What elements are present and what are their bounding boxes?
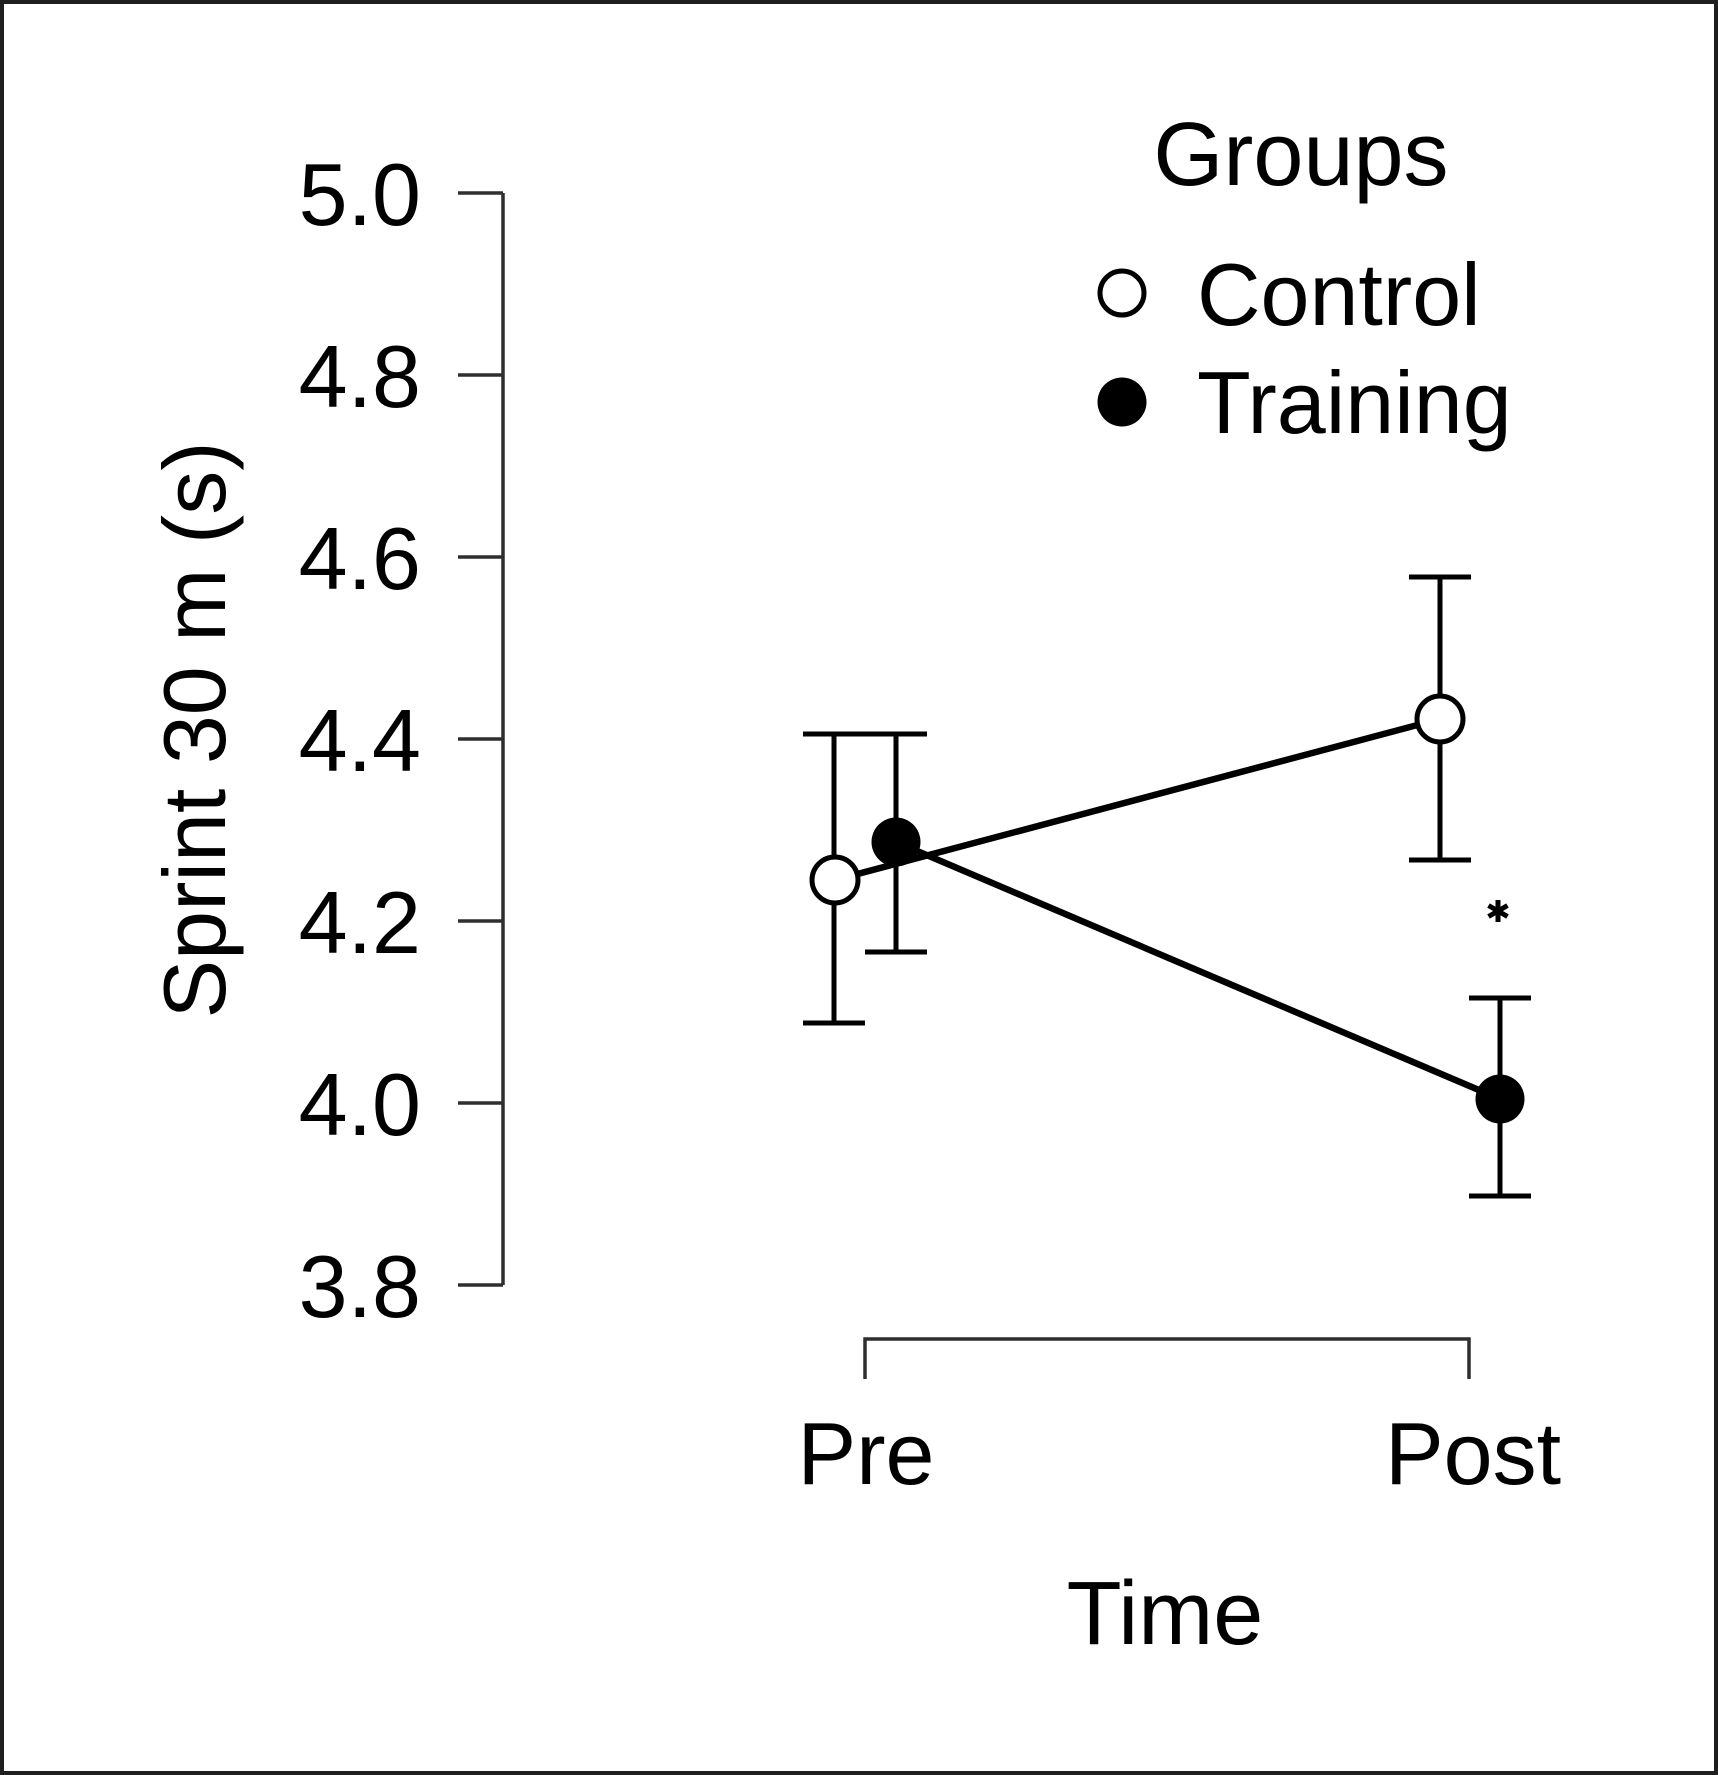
svg-text:5.0: 5.0 (299, 145, 421, 244)
svg-text:Control: Control (1197, 245, 1481, 344)
svg-text:4.0: 4.0 (299, 1055, 421, 1154)
svg-text:Training: Training (1197, 353, 1512, 452)
svg-text:Pre: Pre (798, 1404, 935, 1503)
svg-text:4.6: 4.6 (299, 509, 421, 608)
svg-text:3.8: 3.8 (299, 1237, 421, 1336)
svg-text:Groups: Groups (1153, 105, 1448, 205)
svg-text:Sprint 30 m (s): Sprint 30 m (s) (145, 441, 244, 1018)
svg-text:Post: Post (1385, 1404, 1561, 1503)
svg-text:4.4: 4.4 (299, 691, 421, 790)
svg-text:4.2: 4.2 (299, 873, 421, 972)
svg-text:Time: Time (1067, 1564, 1264, 1664)
svg-text:4.8: 4.8 (299, 327, 421, 426)
